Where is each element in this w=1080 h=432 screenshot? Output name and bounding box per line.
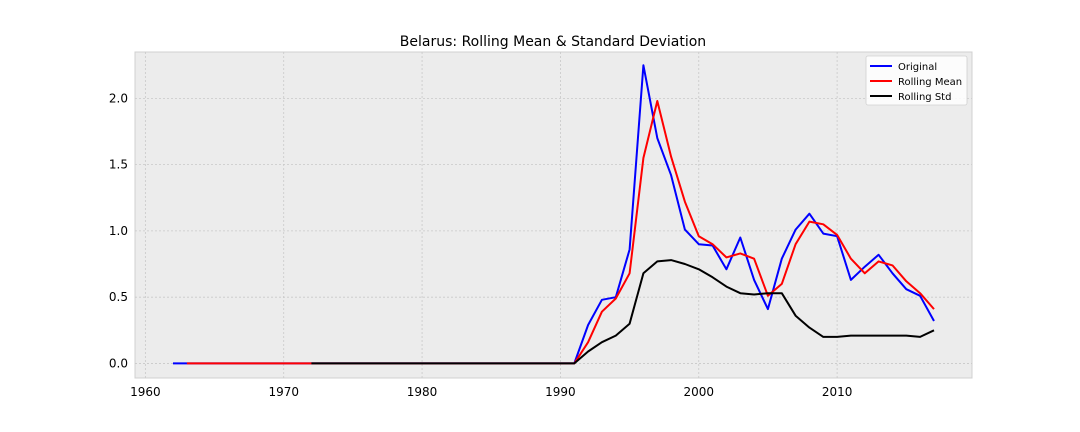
chart-title: Belarus: Rolling Mean & Standard Deviati… <box>400 34 706 50</box>
legend-label: Original <box>898 62 937 73</box>
legend-label: Rolling Mean <box>898 77 962 88</box>
legend: Original Rolling Mean Rolling Std <box>865 55 968 106</box>
x-tick-label: 1980 <box>407 385 438 399</box>
legend-box <box>865 55 968 106</box>
x-tick-label: 2010 <box>822 385 853 399</box>
x-axis: 1960 1970 1980 1990 2000 2010 <box>130 385 852 399</box>
x-tick-label: 1970 <box>268 385 299 399</box>
y-tick-label: 1.5 <box>109 158 128 172</box>
plot-background <box>134 51 973 379</box>
x-tick-label: 2000 <box>683 385 714 399</box>
series-lines <box>173 64 935 365</box>
y-tick-label: 1.0 <box>109 224 128 238</box>
y-tick-label: 0.0 <box>109 356 128 370</box>
x-tick-label: 1990 <box>545 385 576 399</box>
y-tick-label: 0.5 <box>109 290 128 304</box>
legend-label: Rolling Std <box>898 92 951 103</box>
y-tick-label: 2.0 <box>109 91 128 105</box>
x-tick-label: 1960 <box>130 385 161 399</box>
series-line-rolling-std <box>311 259 935 365</box>
y-axis: 0.0 0.5 1.0 1.5 2.0 <box>109 91 128 370</box>
